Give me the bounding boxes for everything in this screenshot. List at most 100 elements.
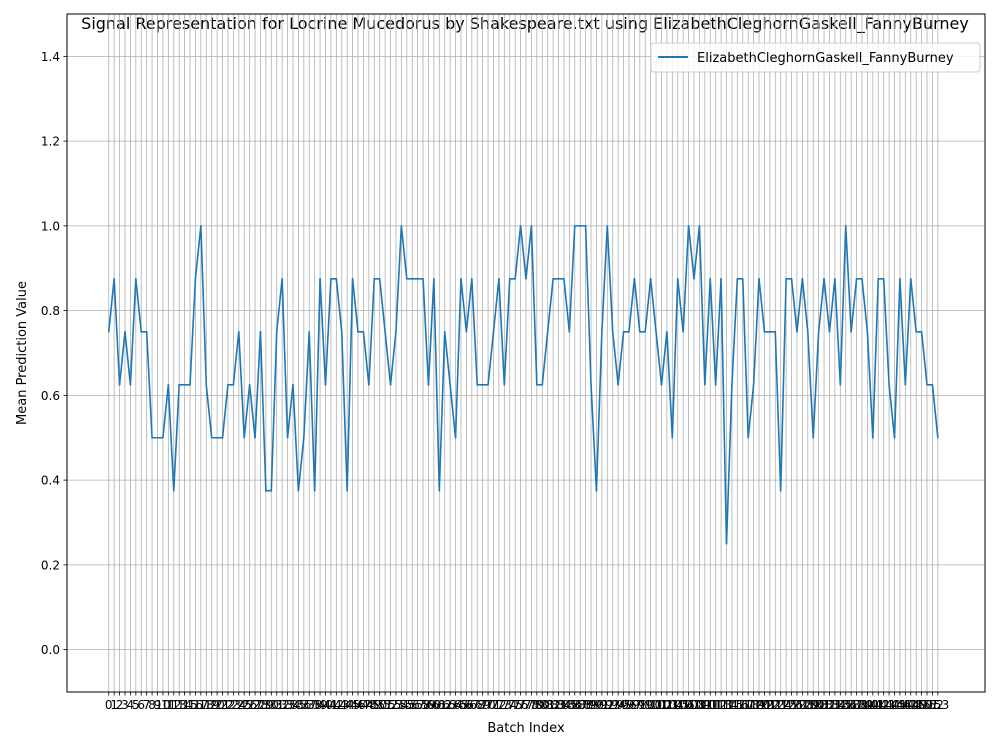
x-tick-label: 112	[704, 698, 727, 712]
series-segment	[471, 278, 479, 386]
x-tick-label: 64	[448, 698, 463, 712]
series-segment	[774, 331, 782, 492]
series-segment	[129, 278, 137, 386]
x-tick-label: 139	[851, 698, 874, 712]
series-segment	[628, 278, 636, 333]
x-tick-label: 30	[264, 698, 279, 712]
x-tick-label: 87	[573, 698, 588, 712]
series-segment	[389, 331, 397, 386]
series-segment	[714, 278, 722, 386]
x-tick-label: 32	[274, 698, 289, 712]
x-tick-label: 109	[688, 698, 711, 712]
series-segment	[666, 331, 674, 439]
series-segment	[465, 278, 473, 333]
y-gridlines	[67, 55, 985, 651]
x-tick-label: 24	[231, 698, 246, 712]
x-tick-label: 145	[883, 698, 906, 712]
x-tick-label: 42	[329, 698, 344, 712]
series-segment	[378, 278, 386, 333]
x-tick-label: 16	[188, 698, 203, 712]
x-tick-label: 140	[856, 698, 879, 712]
x-tick-label: 147	[894, 698, 917, 712]
x-tick-label: 85	[562, 698, 577, 712]
series-segment	[861, 278, 869, 333]
x-tick-label: 60	[426, 698, 441, 712]
series-segment	[324, 278, 332, 386]
x-tick-label: 124	[769, 698, 792, 712]
x-tick-label: 91	[594, 698, 609, 712]
x-tick-label: 43	[334, 698, 349, 712]
x-tick-label: 31	[269, 698, 284, 712]
series-segment	[834, 278, 842, 386]
series-segment	[812, 331, 820, 439]
series-segment	[546, 278, 554, 333]
x-tick-label: 5	[132, 698, 140, 712]
x-tick-label: 66	[459, 698, 474, 712]
x-tick-label: 73	[497, 698, 512, 712]
series-segment	[368, 278, 376, 386]
x-tick-label: 131	[807, 698, 830, 712]
series-segment	[286, 383, 294, 439]
series-segment	[427, 278, 435, 386]
x-tick-label: 108	[683, 698, 706, 712]
series-segment	[514, 225, 522, 280]
x-tick-label: 15	[182, 698, 197, 712]
series-segment	[704, 278, 712, 386]
x-tick-label: 2	[116, 698, 124, 712]
series-segment	[595, 331, 603, 492]
series-segment	[611, 331, 619, 386]
x-tick-label: 110	[693, 698, 716, 712]
series-segment	[909, 278, 917, 333]
series-segment	[888, 383, 896, 439]
x-tick-label: 92	[600, 698, 615, 712]
series-segment	[487, 331, 495, 386]
series-segment	[384, 331, 392, 386]
series-segment	[872, 278, 880, 439]
series-segment	[720, 278, 728, 545]
x-tick-label: 153	[926, 698, 949, 712]
x-tick-label: 93	[605, 698, 620, 712]
series-segment	[232, 331, 240, 386]
y-tick-label: 0.4	[41, 474, 60, 488]
x-tick-label: 18	[199, 698, 214, 712]
y-axis-ticks: 0.0 0.2 0.4 0.6 0.8 1.0 1.2 1.4	[41, 50, 67, 657]
series-segment	[297, 436, 305, 492]
series-segment	[806, 331, 815, 439]
x-tick-label: 40	[318, 698, 333, 712]
series-segment	[395, 225, 403, 333]
series-segment	[844, 225, 852, 333]
series-segment	[725, 383, 733, 545]
series-segment	[346, 278, 354, 492]
series-segment	[498, 278, 506, 386]
x-tick-label: 19	[204, 698, 219, 712]
x-tick-label: 133	[818, 698, 841, 712]
y-tick-label: 0.6	[41, 389, 60, 403]
series-segment	[308, 331, 316, 492]
series-segment	[882, 278, 890, 386]
series-segment	[194, 225, 202, 280]
x-tick-label: 96	[621, 698, 636, 712]
x-tick-label: 90	[589, 698, 604, 712]
legend-entry-label: ElizabethCleghornGaskell_FannyBurney	[697, 51, 954, 66]
x-tick-label: 142	[867, 698, 890, 712]
x-tick-label: 50	[372, 698, 387, 712]
x-tick-label: 56	[405, 698, 420, 712]
series-segment	[660, 331, 668, 386]
x-tick-label: 67	[464, 698, 479, 712]
x-tick-label: 38	[307, 698, 322, 712]
x-tick-label: 137	[840, 698, 863, 712]
x-tick-label: 104	[661, 698, 684, 712]
series-segment	[731, 278, 739, 386]
x-tick-label: 13	[172, 698, 187, 712]
x-tick-label: 103	[655, 698, 678, 712]
x-tick-label: 101	[645, 698, 668, 712]
x-tick-label: 39	[312, 698, 327, 712]
x-tick-label: 105	[666, 698, 689, 712]
series-segment	[817, 278, 825, 333]
series-segment	[362, 331, 370, 386]
x-tick-label: 17	[193, 698, 208, 712]
x-tick-label: 83	[551, 698, 566, 712]
series-segment	[649, 278, 657, 333]
x-tick-label: 0	[105, 698, 113, 712]
x-tick-label: 71	[486, 698, 501, 712]
